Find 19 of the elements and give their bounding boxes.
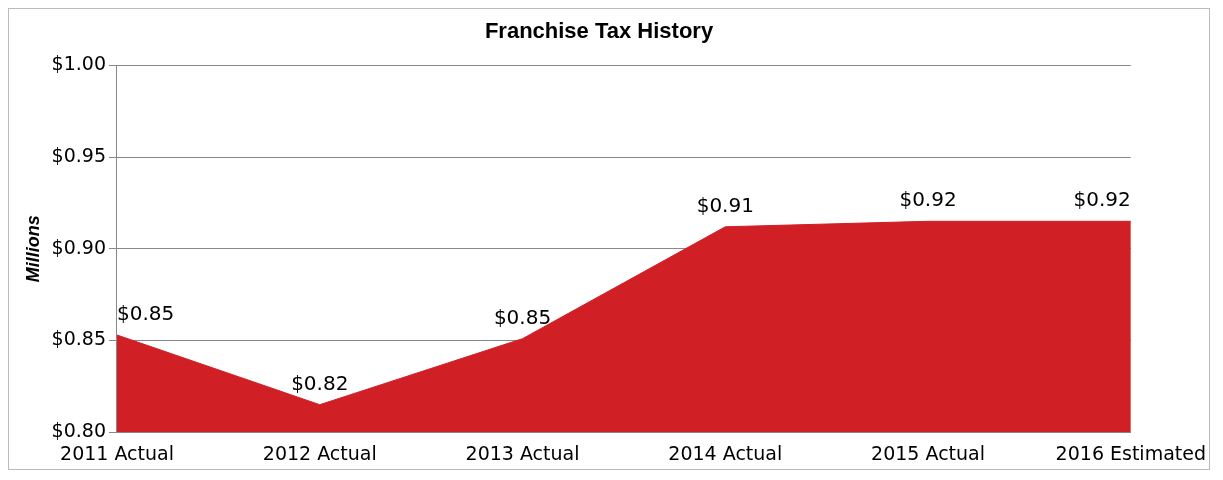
y-tick-label: $0.85: [51, 327, 106, 350]
y-axis-title: Millions: [22, 215, 43, 283]
data-label: $0.92: [1073, 187, 1131, 212]
x-tick-label: 2012 Actual: [262, 441, 377, 464]
data-label: $0.92: [899, 187, 957, 212]
chart-title: Franchise Tax History: [484, 18, 714, 44]
x-tick-label: 2011 Actual: [60, 441, 174, 464]
y-tick-label: $1.00: [51, 52, 106, 75]
y-tick-label: $0.95: [51, 144, 106, 167]
data-label: $0.82: [291, 370, 349, 395]
x-tick-label: 2015 Actual: [871, 441, 986, 464]
data-label: $0.85: [116, 301, 175, 326]
x-tick-label: 2013 Actual: [465, 441, 580, 464]
y-tick-label: $0.90: [51, 235, 106, 258]
data-label: $0.91: [696, 193, 754, 217]
x-tick-label: 2016 Estimated: [1055, 441, 1207, 464]
y-tick-label: $0.80: [51, 419, 106, 442]
data-label: $0.85: [493, 304, 552, 329]
x-tick-label: 2014 Actual: [668, 441, 783, 464]
